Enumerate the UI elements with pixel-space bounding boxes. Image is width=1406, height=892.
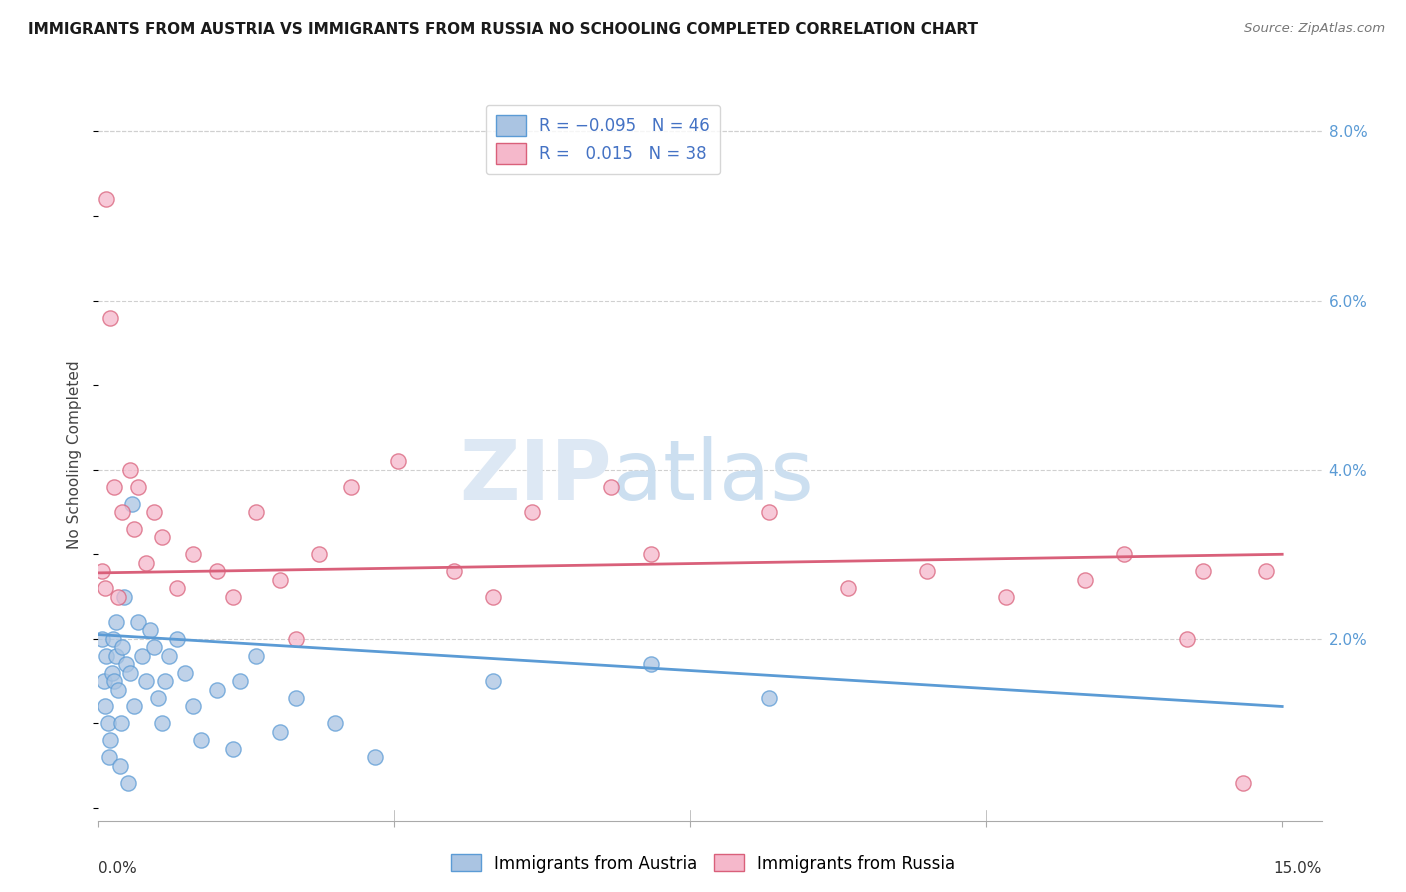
Point xyxy=(205,564,228,578)
Point xyxy=(115,657,138,672)
Point xyxy=(245,648,267,663)
Point xyxy=(181,699,204,714)
Point xyxy=(146,691,169,706)
Point xyxy=(308,547,330,561)
Point xyxy=(110,716,132,731)
Point xyxy=(91,564,114,578)
Point xyxy=(142,505,165,519)
Point xyxy=(97,750,120,764)
Point xyxy=(98,733,121,747)
Point xyxy=(93,699,115,714)
Point xyxy=(915,564,938,578)
Point xyxy=(1074,573,1097,587)
Point xyxy=(221,741,243,756)
Point xyxy=(131,648,153,663)
Point xyxy=(205,682,228,697)
Point xyxy=(111,640,134,655)
Point xyxy=(387,454,409,468)
Point xyxy=(108,758,131,772)
Point xyxy=(97,716,120,731)
Point xyxy=(127,615,149,629)
Point xyxy=(150,530,173,544)
Point xyxy=(135,674,157,689)
Legend: Immigrants from Austria, Immigrants from Russia: Immigrants from Austria, Immigrants from… xyxy=(444,847,962,880)
Point xyxy=(758,505,780,519)
Point xyxy=(640,547,662,561)
Text: 15.0%: 15.0% xyxy=(1274,861,1322,876)
Point xyxy=(98,310,121,325)
Point xyxy=(155,674,177,689)
Point xyxy=(994,590,1017,604)
Point xyxy=(284,691,307,706)
Point xyxy=(323,716,346,731)
Point xyxy=(96,192,118,206)
Point xyxy=(1256,564,1278,578)
Point xyxy=(482,674,505,689)
Point xyxy=(93,674,115,689)
Point xyxy=(758,691,780,706)
Point xyxy=(181,547,204,561)
Point xyxy=(269,573,291,587)
Point xyxy=(166,581,188,595)
Point xyxy=(443,564,465,578)
Point xyxy=(121,497,143,511)
Legend: R = −0.095   N = 46, R =   0.015   N = 38: R = −0.095 N = 46, R = 0.015 N = 38 xyxy=(486,105,720,174)
Point xyxy=(104,615,127,629)
Point xyxy=(91,632,114,646)
Point xyxy=(1192,564,1215,578)
Text: ZIP: ZIP xyxy=(460,436,612,517)
Point xyxy=(269,724,291,739)
Point xyxy=(107,682,129,697)
Point xyxy=(118,665,141,680)
Point xyxy=(101,665,124,680)
Point xyxy=(1114,547,1136,561)
Point xyxy=(221,590,243,604)
Point xyxy=(142,640,165,655)
Point xyxy=(138,624,160,638)
Point xyxy=(122,522,145,536)
Point xyxy=(101,632,124,646)
Point xyxy=(837,581,859,595)
Point xyxy=(93,581,115,595)
Point xyxy=(122,699,145,714)
Point xyxy=(1232,775,1254,789)
Point xyxy=(107,590,129,604)
Point xyxy=(159,648,181,663)
Point xyxy=(112,590,135,604)
Point xyxy=(117,775,139,789)
Text: 0.0%: 0.0% xyxy=(98,861,138,876)
Point xyxy=(166,632,188,646)
Text: atlas: atlas xyxy=(612,436,814,517)
Point xyxy=(482,590,505,604)
Point xyxy=(103,674,125,689)
Point xyxy=(229,674,252,689)
Point xyxy=(363,750,385,764)
Point xyxy=(96,648,118,663)
Point xyxy=(340,480,363,494)
Point xyxy=(150,716,173,731)
Point xyxy=(600,480,623,494)
Point xyxy=(127,480,149,494)
Point xyxy=(174,665,197,680)
Point xyxy=(284,632,307,646)
Text: Source: ZipAtlas.com: Source: ZipAtlas.com xyxy=(1244,22,1385,36)
Point xyxy=(522,505,544,519)
Point xyxy=(190,733,212,747)
Text: IMMIGRANTS FROM AUSTRIA VS IMMIGRANTS FROM RUSSIA NO SCHOOLING COMPLETED CORRELA: IMMIGRANTS FROM AUSTRIA VS IMMIGRANTS FR… xyxy=(28,22,979,37)
Point xyxy=(111,505,134,519)
Point xyxy=(135,556,157,570)
Y-axis label: No Schooling Completed: No Schooling Completed xyxy=(67,360,83,549)
Point xyxy=(245,505,267,519)
Point xyxy=(1177,632,1199,646)
Point xyxy=(118,463,141,477)
Point xyxy=(640,657,662,672)
Point xyxy=(103,480,125,494)
Point xyxy=(104,648,127,663)
